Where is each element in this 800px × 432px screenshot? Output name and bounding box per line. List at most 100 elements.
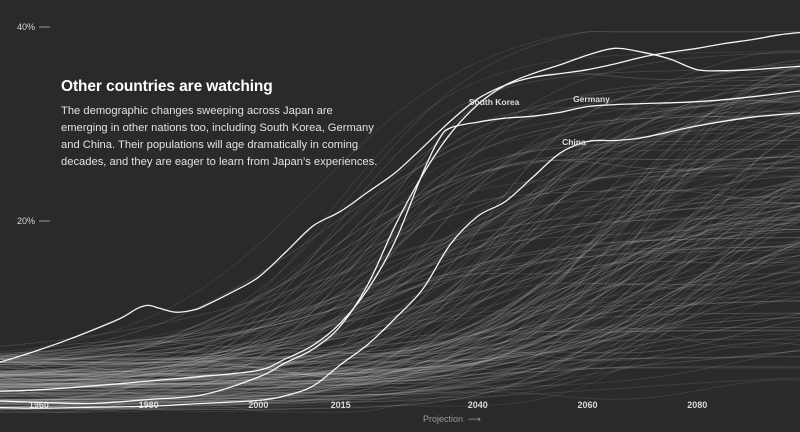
background-series-line [0, 137, 800, 381]
background-series-line [0, 317, 800, 388]
background-series-line [0, 175, 800, 364]
background-series-line [0, 273, 800, 400]
background-series-line [0, 377, 800, 402]
background-series-line [0, 251, 800, 413]
background-series-line [0, 330, 800, 366]
background-series-line [0, 349, 800, 389]
background-series-line [0, 329, 800, 405]
background-series-line [0, 79, 800, 394]
background-series-line [0, 365, 800, 407]
background-series-line [0, 167, 800, 404]
background-series-line [0, 241, 800, 376]
background-series-line [0, 121, 800, 403]
background-series-line [0, 206, 800, 356]
background-series-line [0, 184, 800, 372]
series-line-japan [0, 31, 800, 363]
background-series-line [0, 220, 800, 405]
background-series-line [0, 219, 800, 367]
x-tick-label: 2000 [248, 400, 268, 410]
background-series-line [0, 296, 800, 375]
background-series-line [0, 244, 800, 363]
background-series-line [0, 177, 800, 412]
background-series-line [0, 204, 800, 401]
projection-label: Projection ⟶ [423, 414, 481, 425]
background-series-line [0, 69, 800, 387]
background-series-line [0, 84, 800, 413]
background-series-line [0, 228, 800, 376]
background-series-line [0, 334, 800, 394]
background-country-lines [0, 31, 800, 413]
right-arrow-icon: ⟶ [468, 414, 481, 424]
background-series-line [0, 188, 800, 386]
background-series-line [0, 219, 800, 381]
background-series-line [0, 65, 800, 382]
highlighted-country-lines [0, 31, 800, 409]
background-series-line [0, 112, 800, 359]
x-tick-label: 2060 [578, 400, 598, 410]
background-series-line [0, 255, 800, 411]
background-series-line [0, 175, 800, 395]
background-series-line [0, 108, 800, 357]
background-series-line [0, 123, 800, 383]
x-tick-label: 1960 [29, 400, 49, 410]
background-series-line [0, 350, 800, 384]
background-series-line [0, 31, 800, 353]
background-series-line [0, 258, 800, 375]
intro-body: The demographic changes sweeping across … [61, 105, 378, 168]
background-series-line [0, 125, 800, 389]
background-series-line [0, 66, 800, 398]
background-series-line [0, 115, 800, 401]
background-series-line [0, 326, 800, 391]
background-series-line [0, 236, 800, 380]
series-labels: South Korea Germany China [469, 94, 610, 147]
background-series-line [0, 112, 800, 374]
background-series-line [0, 379, 800, 413]
background-series-line [0, 202, 800, 391]
background-series-line [0, 125, 800, 358]
background-series-line [0, 67, 800, 379]
background-series-line [0, 91, 800, 363]
background-series-line [0, 231, 800, 405]
background-series-line [0, 241, 800, 396]
series-line-south-korea [0, 47, 800, 405]
background-series-line [0, 239, 800, 385]
background-series-line [0, 126, 800, 375]
background-series-line [0, 80, 800, 395]
background-series-line [0, 228, 800, 383]
background-series-line [0, 312, 800, 378]
background-series-line [0, 148, 800, 372]
background-series-line [0, 221, 800, 386]
intro-title: Other countries are watching [61, 78, 273, 95]
background-series-line [0, 249, 800, 358]
background-series-line [0, 155, 800, 363]
series-line-china [0, 112, 800, 409]
background-series-line [0, 326, 800, 413]
background-series-line [0, 295, 800, 375]
background-series-line [0, 206, 800, 387]
background-series-line [0, 213, 800, 370]
background-series-line [0, 52, 800, 374]
background-series-line [0, 242, 800, 365]
background-series-line [0, 155, 800, 361]
background-series-line [0, 338, 800, 401]
background-series-line [0, 175, 800, 381]
background-series-line [0, 131, 800, 393]
background-series-line [0, 95, 800, 411]
background-series-line [0, 245, 800, 360]
background-series-line [0, 237, 800, 365]
background-series-line [0, 195, 800, 357]
background-series-line [0, 189, 800, 390]
background-series-line [0, 183, 800, 395]
background-series-line [0, 189, 800, 406]
background-series-line [0, 83, 800, 364]
background-series-line [0, 105, 800, 392]
background-series-line [0, 159, 800, 347]
background-series-line [0, 156, 800, 360]
background-series-line [0, 179, 800, 375]
background-series-line [0, 316, 800, 376]
background-series-line [0, 49, 800, 377]
background-series-line [0, 223, 800, 375]
background-series-line [0, 313, 800, 388]
background-series-line [0, 214, 800, 386]
